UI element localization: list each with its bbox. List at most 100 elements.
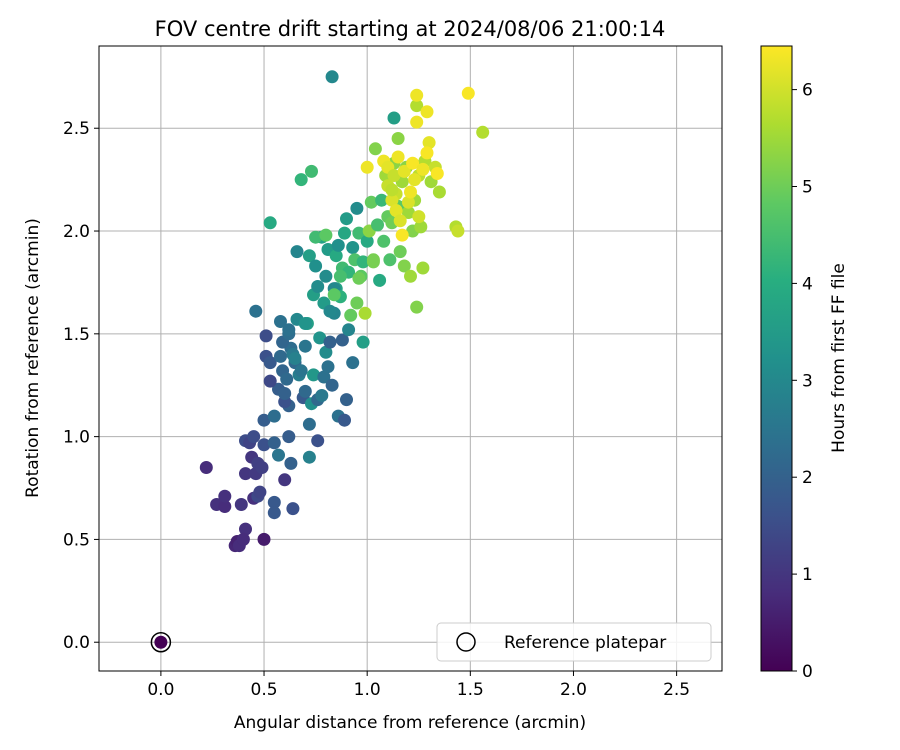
scatter-point	[323, 304, 337, 318]
x-axis-ticks: 0.0 0.5 1.0 1.5 2.0 2.5	[147, 671, 690, 700]
plot-frame	[98, 45, 723, 672]
scatter-point	[319, 228, 333, 242]
scatter-point	[325, 378, 339, 392]
colorbar-tick-label: 6	[802, 81, 813, 101]
scatter-point	[422, 136, 436, 150]
scatter-point	[404, 185, 417, 199]
scatter-point	[404, 269, 417, 283]
y-tick-label: 2.0	[63, 222, 90, 242]
scatter-point	[476, 125, 490, 139]
y-tick-label: 2.5	[63, 119, 90, 139]
scatter-point	[350, 296, 364, 310]
scatter-point	[282, 430, 296, 444]
scatter-point	[329, 249, 343, 263]
scatter-point	[432, 185, 446, 199]
colorbar-tick-label: 2	[802, 468, 813, 488]
scatter-point	[340, 212, 353, 226]
scatter-point	[401, 195, 415, 209]
scatter-point	[294, 173, 308, 187]
scatter-point	[290, 245, 304, 259]
reference-point-ring	[150, 631, 172, 653]
scatter-point	[385, 193, 399, 207]
scatter-point	[375, 193, 389, 207]
x-axis-label: Angular distance from reference (arcmin)	[234, 713, 586, 733]
scatter-point	[317, 370, 331, 384]
scatter-point	[267, 495, 281, 509]
reference-point-fill	[154, 635, 168, 649]
scatter-point	[255, 461, 269, 474]
scatter-point	[298, 384, 312, 398]
scatter-point	[331, 238, 345, 252]
scatter-point	[267, 409, 281, 423]
scatter-point	[249, 304, 263, 318]
scatter-point	[234, 498, 248, 511]
scatter-point	[420, 146, 434, 160]
x-tick-label: 2.0	[560, 680, 587, 700]
scatter-point	[298, 339, 312, 353]
y-axis-label: Rotation from reference (arcmin)	[23, 218, 43, 498]
scatter-point	[284, 456, 298, 470]
scatter-point	[451, 224, 465, 238]
scatter-point	[311, 434, 325, 448]
scatter-point	[420, 105, 434, 119]
x-tick-label: 0.5	[251, 680, 278, 700]
scatter-point	[391, 132, 405, 145]
scatter-point	[294, 364, 308, 378]
grid	[99, 46, 722, 671]
scatter-point	[323, 335, 337, 349]
scatter-point	[352, 271, 366, 285]
scatter-point	[377, 234, 391, 248]
y-axis-ticks: 0.0 0.5 1.0 1.5 2.0 2.5	[63, 119, 99, 653]
scatter-point	[239, 467, 252, 481]
scatter-point	[389, 204, 403, 217]
scatter-point	[267, 436, 281, 450]
scatter-point	[319, 345, 333, 359]
scatter-point	[342, 323, 356, 337]
scatter-point	[410, 88, 424, 102]
scatter-point	[412, 210, 426, 224]
colorbar-tick-label: 3	[802, 371, 813, 391]
scatter-point	[218, 500, 232, 513]
scatter-point	[397, 259, 411, 273]
scatter-point	[239, 522, 252, 536]
colorbar-tick-label: 1	[802, 565, 813, 585]
scatter-point	[199, 461, 213, 474]
scatter-point	[371, 218, 384, 232]
scatter-point	[267, 506, 281, 520]
scatter-point	[410, 99, 424, 113]
scatter-point	[406, 156, 420, 170]
scatter-point	[346, 356, 360, 370]
scatter-point	[346, 241, 360, 254]
scatter-point	[313, 331, 327, 345]
scatter-point	[259, 329, 273, 343]
scatter-point	[274, 349, 287, 363]
reference-marker	[150, 631, 172, 653]
x-tick-label: 0.0	[147, 680, 174, 700]
scatter-point	[408, 173, 422, 187]
scatter-point	[274, 315, 287, 328]
x-tick-label: 1.5	[457, 680, 484, 700]
scatter-point	[395, 228, 409, 242]
y-tick-label: 1.0	[63, 428, 90, 448]
y-tick-label: 0.5	[63, 530, 90, 550]
y-tick-label: 0.0	[63, 633, 90, 653]
scatter-point	[338, 413, 351, 427]
scatter-point	[391, 150, 405, 164]
scatter-point	[364, 195, 378, 209]
colorbar-ticks: 0 1 2 3 4 5 6	[792, 81, 813, 682]
scatter-point	[350, 201, 364, 215]
colorbar-tick-label: 0	[802, 662, 813, 682]
scatter-point	[410, 115, 424, 129]
scatter-point	[414, 220, 428, 234]
scatter-point	[338, 226, 351, 240]
scatter-point	[247, 430, 261, 444]
scatter-point	[302, 450, 316, 464]
legend: Reference platepar	[436, 622, 712, 662]
colorbar-tick-label: 4	[802, 274, 813, 294]
scatter-point	[335, 333, 349, 347]
scatter-point	[319, 269, 333, 283]
scatter-point	[280, 372, 294, 386]
scatter-point	[366, 253, 380, 267]
scatter-point	[257, 438, 271, 452]
